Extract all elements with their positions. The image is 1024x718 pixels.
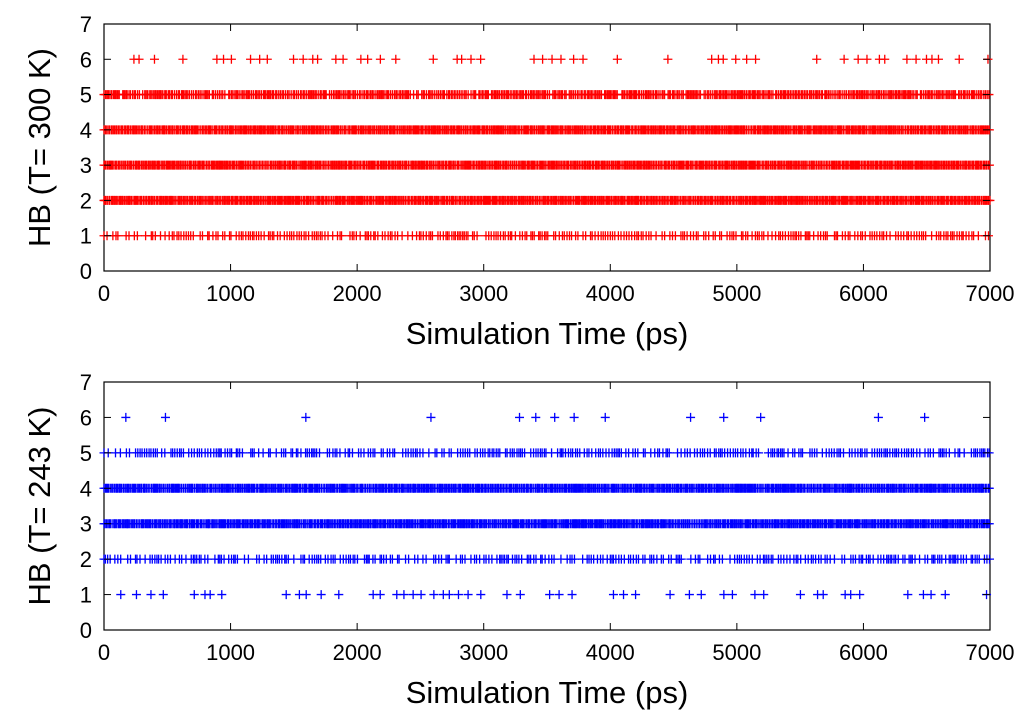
data-point xyxy=(121,413,130,422)
data-point xyxy=(550,413,559,422)
data-point xyxy=(538,55,547,64)
data-point xyxy=(113,231,122,240)
data-point xyxy=(246,55,255,64)
data-point xyxy=(556,55,565,64)
data-point xyxy=(719,413,728,422)
data-point xyxy=(579,55,588,64)
series-hb-6 xyxy=(121,413,929,422)
chart-panel-300k: 0 1000 2000 3000 4000 5000 6000 7000 0 1 2 3 4 5 6 7 S… xyxy=(22,12,1014,351)
x-tick-label: 6000 xyxy=(839,281,888,306)
y-tick-label: 0 xyxy=(80,259,92,284)
y-tick-label: 4 xyxy=(80,118,92,143)
x-tick-label: 5000 xyxy=(712,281,761,306)
data-point xyxy=(376,55,385,64)
data-point xyxy=(299,55,308,64)
data-point xyxy=(854,55,863,64)
x-tick-label: 2000 xyxy=(333,281,382,306)
x-tick-label: 1000 xyxy=(206,281,255,306)
data-point xyxy=(161,413,170,422)
data-point xyxy=(601,413,610,422)
data-point xyxy=(812,55,821,64)
series-hb-3 xyxy=(100,161,995,170)
x-tick-label: 7000 xyxy=(966,281,1015,306)
data-point xyxy=(466,55,475,64)
data-point xyxy=(390,448,399,457)
data-point xyxy=(756,413,765,422)
y-axis-ticks: 0 1 2 3 4 5 6 7 xyxy=(80,12,990,284)
data-point xyxy=(920,413,929,422)
data-point xyxy=(686,413,695,422)
y-tick-label: 3 xyxy=(80,153,92,178)
data-point xyxy=(754,448,763,457)
data-point xyxy=(263,55,272,64)
data-point xyxy=(150,55,159,64)
data-point xyxy=(742,55,751,64)
data-point xyxy=(531,413,540,422)
x-axis-label: Simulation Time (ps) xyxy=(406,316,689,351)
data-point xyxy=(337,231,346,240)
series-hb-3 xyxy=(100,519,994,528)
series-hb-1 xyxy=(100,231,993,240)
data-point xyxy=(244,555,253,564)
data-point xyxy=(227,55,236,64)
y-axis-label: HB (T= 300 K) xyxy=(22,48,57,247)
data-point xyxy=(663,55,672,64)
data-points xyxy=(100,413,994,599)
y-tick-label: 7 xyxy=(80,12,92,37)
data-point xyxy=(719,55,728,64)
data-point xyxy=(902,55,911,64)
data-point xyxy=(934,55,943,64)
data-point xyxy=(874,413,883,422)
series-hb-5 xyxy=(100,448,994,457)
series-hb-6 xyxy=(129,55,992,64)
data-point xyxy=(880,55,889,64)
data-point xyxy=(301,413,310,422)
data-point xyxy=(457,55,466,64)
x-tick-label: 0 xyxy=(98,281,110,306)
data-point xyxy=(515,413,524,422)
data-point xyxy=(289,55,298,64)
data-point xyxy=(476,55,485,64)
data-point xyxy=(862,55,871,64)
data-point xyxy=(391,55,400,64)
data-point xyxy=(313,55,322,64)
data-point xyxy=(731,55,740,64)
data-point xyxy=(570,413,579,422)
data-point xyxy=(178,55,187,64)
data-point xyxy=(955,55,964,64)
data-point xyxy=(751,55,760,64)
data-point xyxy=(339,55,348,64)
data-point xyxy=(529,55,538,64)
y-tick-label: 6 xyxy=(80,47,92,72)
y-tick-label: 1 xyxy=(80,224,92,249)
series-hb-4 xyxy=(100,125,994,134)
y-tick-label: 5 xyxy=(80,83,92,108)
data-point xyxy=(613,55,622,64)
data-point xyxy=(429,55,438,64)
y-tick-label: 2 xyxy=(80,188,92,213)
data-point xyxy=(570,555,579,564)
series-hb-2 xyxy=(100,555,994,564)
data-point xyxy=(363,55,372,64)
data-point xyxy=(135,55,144,64)
data-point xyxy=(569,55,578,64)
plot-frame xyxy=(104,24,990,271)
data-point xyxy=(219,55,228,64)
data-points xyxy=(100,55,995,240)
series-hb-5 xyxy=(100,90,994,99)
data-point xyxy=(426,413,435,422)
series-hb-2 xyxy=(100,196,995,205)
series-hb-4 xyxy=(100,484,994,493)
data-point xyxy=(840,55,849,64)
data-point xyxy=(912,55,921,64)
x-tick-label: 4000 xyxy=(586,281,635,306)
plot-frame xyxy=(104,382,990,630)
data-point xyxy=(548,55,557,64)
x-tick-label: 3000 xyxy=(459,281,508,306)
